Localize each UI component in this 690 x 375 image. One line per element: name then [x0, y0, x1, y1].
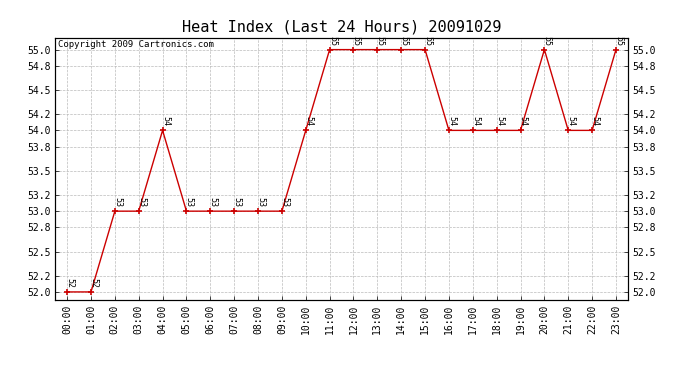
Text: 55: 55: [328, 36, 337, 46]
Text: 54: 54: [519, 116, 528, 126]
Text: 54: 54: [471, 116, 480, 126]
Text: 55: 55: [424, 36, 433, 46]
Text: 53: 53: [257, 197, 266, 207]
Text: 54: 54: [161, 116, 170, 126]
Text: 53: 53: [233, 197, 241, 207]
Text: 53: 53: [113, 197, 122, 207]
Text: 52: 52: [90, 278, 99, 288]
Text: 54: 54: [447, 116, 456, 126]
Text: 53: 53: [208, 197, 217, 207]
Text: 55: 55: [352, 36, 361, 46]
Text: 52: 52: [66, 278, 75, 288]
Text: 54: 54: [566, 116, 575, 126]
Text: 55: 55: [376, 36, 385, 46]
Text: Copyright 2009 Cartronics.com: Copyright 2009 Cartronics.com: [58, 40, 214, 49]
Text: 53: 53: [280, 197, 289, 207]
Title: Heat Index (Last 24 Hours) 20091029: Heat Index (Last 24 Hours) 20091029: [182, 20, 501, 35]
Text: 54: 54: [591, 116, 600, 126]
Text: 54: 54: [304, 116, 313, 126]
Text: 55: 55: [543, 36, 552, 46]
Text: 54: 54: [495, 116, 504, 126]
Text: 55: 55: [614, 36, 623, 46]
Text: 53: 53: [137, 197, 146, 207]
Text: 53: 53: [185, 197, 194, 207]
Text: 55: 55: [400, 36, 408, 46]
